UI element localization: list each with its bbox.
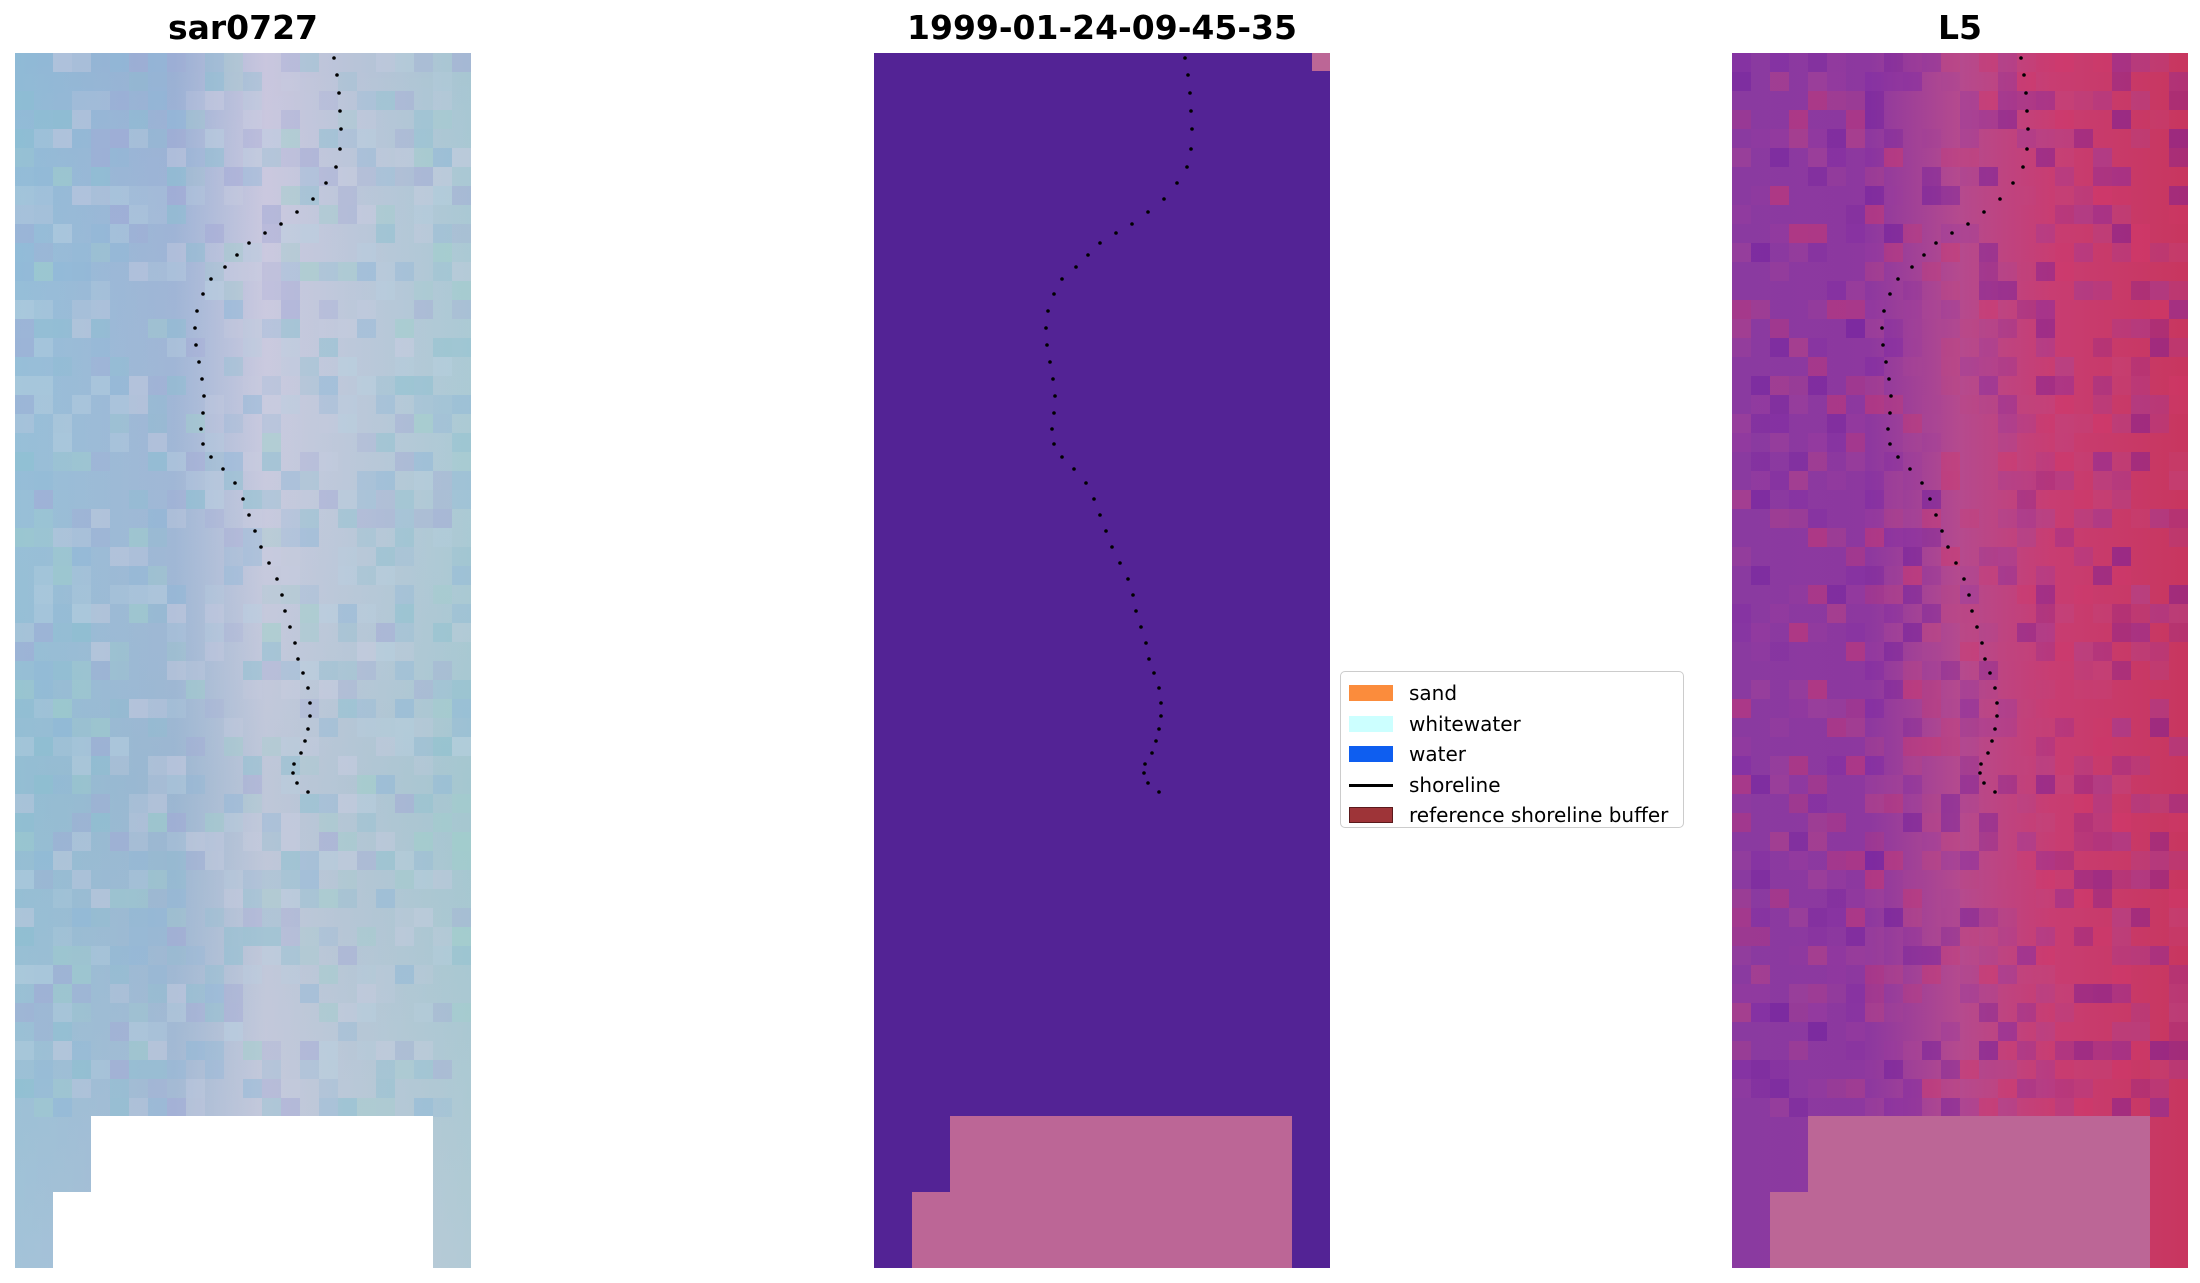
- water-swatch-icon: [1349, 746, 1393, 763]
- legend-item-shoreline: shoreline: [1349, 770, 1675, 801]
- index-image: [1732, 53, 2188, 1268]
- rgb-panel-title: sar0727: [167, 8, 319, 47]
- legend-label: water: [1409, 742, 1466, 767]
- legend-label: sand: [1409, 681, 1458, 706]
- classified-panel-title: 1999-01-24-09-45-35: [907, 8, 1297, 47]
- buffer-swatch-icon: [1349, 807, 1393, 824]
- shoreline-line-icon: [1349, 777, 1393, 793]
- legend-item-reference-buffer: reference shoreline buffer: [1349, 800, 1675, 831]
- classified-image: [874, 53, 1330, 1268]
- legend: sand whitewater water shoreline referenc…: [1340, 671, 1684, 828]
- sand-swatch-icon: [1349, 685, 1393, 702]
- legend-label: shoreline: [1409, 772, 1501, 797]
- whitewater-swatch-icon: [1349, 715, 1393, 732]
- legend-item-whitewater: whitewater: [1349, 709, 1675, 740]
- legend-item-sand: sand: [1349, 678, 1675, 709]
- legend-label: reference shoreline buffer: [1409, 803, 1669, 828]
- legend-item-water: water: [1349, 739, 1675, 770]
- legend-label: whitewater: [1409, 711, 1521, 736]
- rgb-satellite-image: [15, 53, 471, 1268]
- index-panel-title: L5: [1938, 8, 1982, 47]
